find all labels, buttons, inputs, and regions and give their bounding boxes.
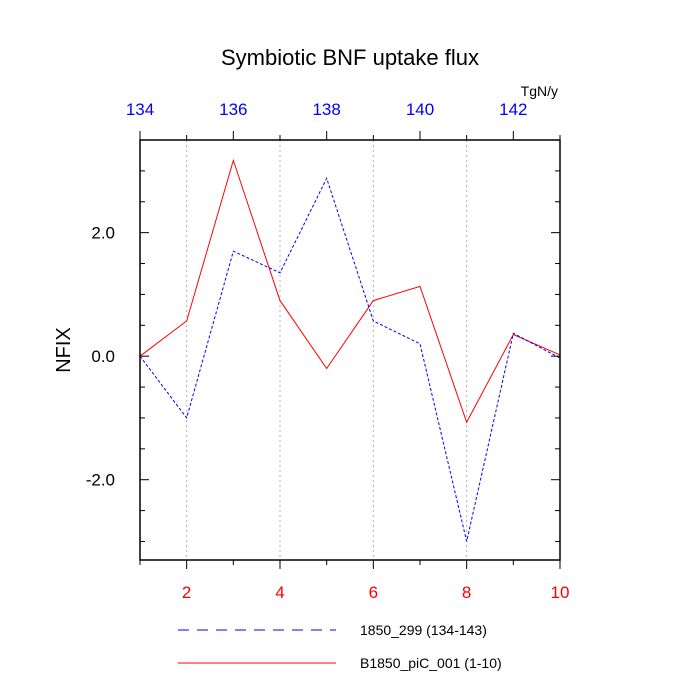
- x-bottom-tick-label-4: 4: [275, 583, 284, 602]
- legend-label-1: B1850_piC_001 (1-10): [360, 655, 502, 671]
- chart-title: Symbiotic BNF uptake flux: [221, 45, 479, 70]
- series-line-0: [139, 176, 561, 542]
- legend-label-0: 1850_299 (134-143): [360, 622, 487, 638]
- series-layer: [139, 158, 561, 542]
- x-top-tick-label-140: 140: [406, 100, 434, 119]
- series-line-1: [139, 158, 561, 424]
- y-axis-label: NFIX: [53, 327, 75, 373]
- grid: [186, 140, 468, 560]
- y-tick-label-0: 0.0: [91, 347, 115, 366]
- axis-ticks: 2 4 6 8 10 134 136 138 140 142 -2.0 0.0 2.0: [86, 100, 570, 602]
- units-label: TgN/y: [521, 83, 558, 99]
- x-bottom-tick-label-6: 6: [369, 583, 378, 602]
- legend: 1850_299 (134-143) B1850_piC_001 (1-10): [178, 622, 502, 671]
- x-top-tick-label-142: 142: [499, 100, 527, 119]
- x-bottom-tick-label-8: 8: [462, 583, 471, 602]
- x-bottom-tick-label-10: 10: [551, 583, 570, 602]
- y-tick-label--2: -2.0: [86, 471, 115, 490]
- x-top-tick-label-136: 136: [219, 100, 247, 119]
- x-top-tick-label-134: 134: [126, 100, 154, 119]
- y-tick-label-2: 2.0: [91, 224, 115, 243]
- plot-frame: [139, 139, 561, 561]
- x-bottom-tick-label-2: 2: [182, 583, 191, 602]
- x-top-tick-label-138: 138: [312, 100, 340, 119]
